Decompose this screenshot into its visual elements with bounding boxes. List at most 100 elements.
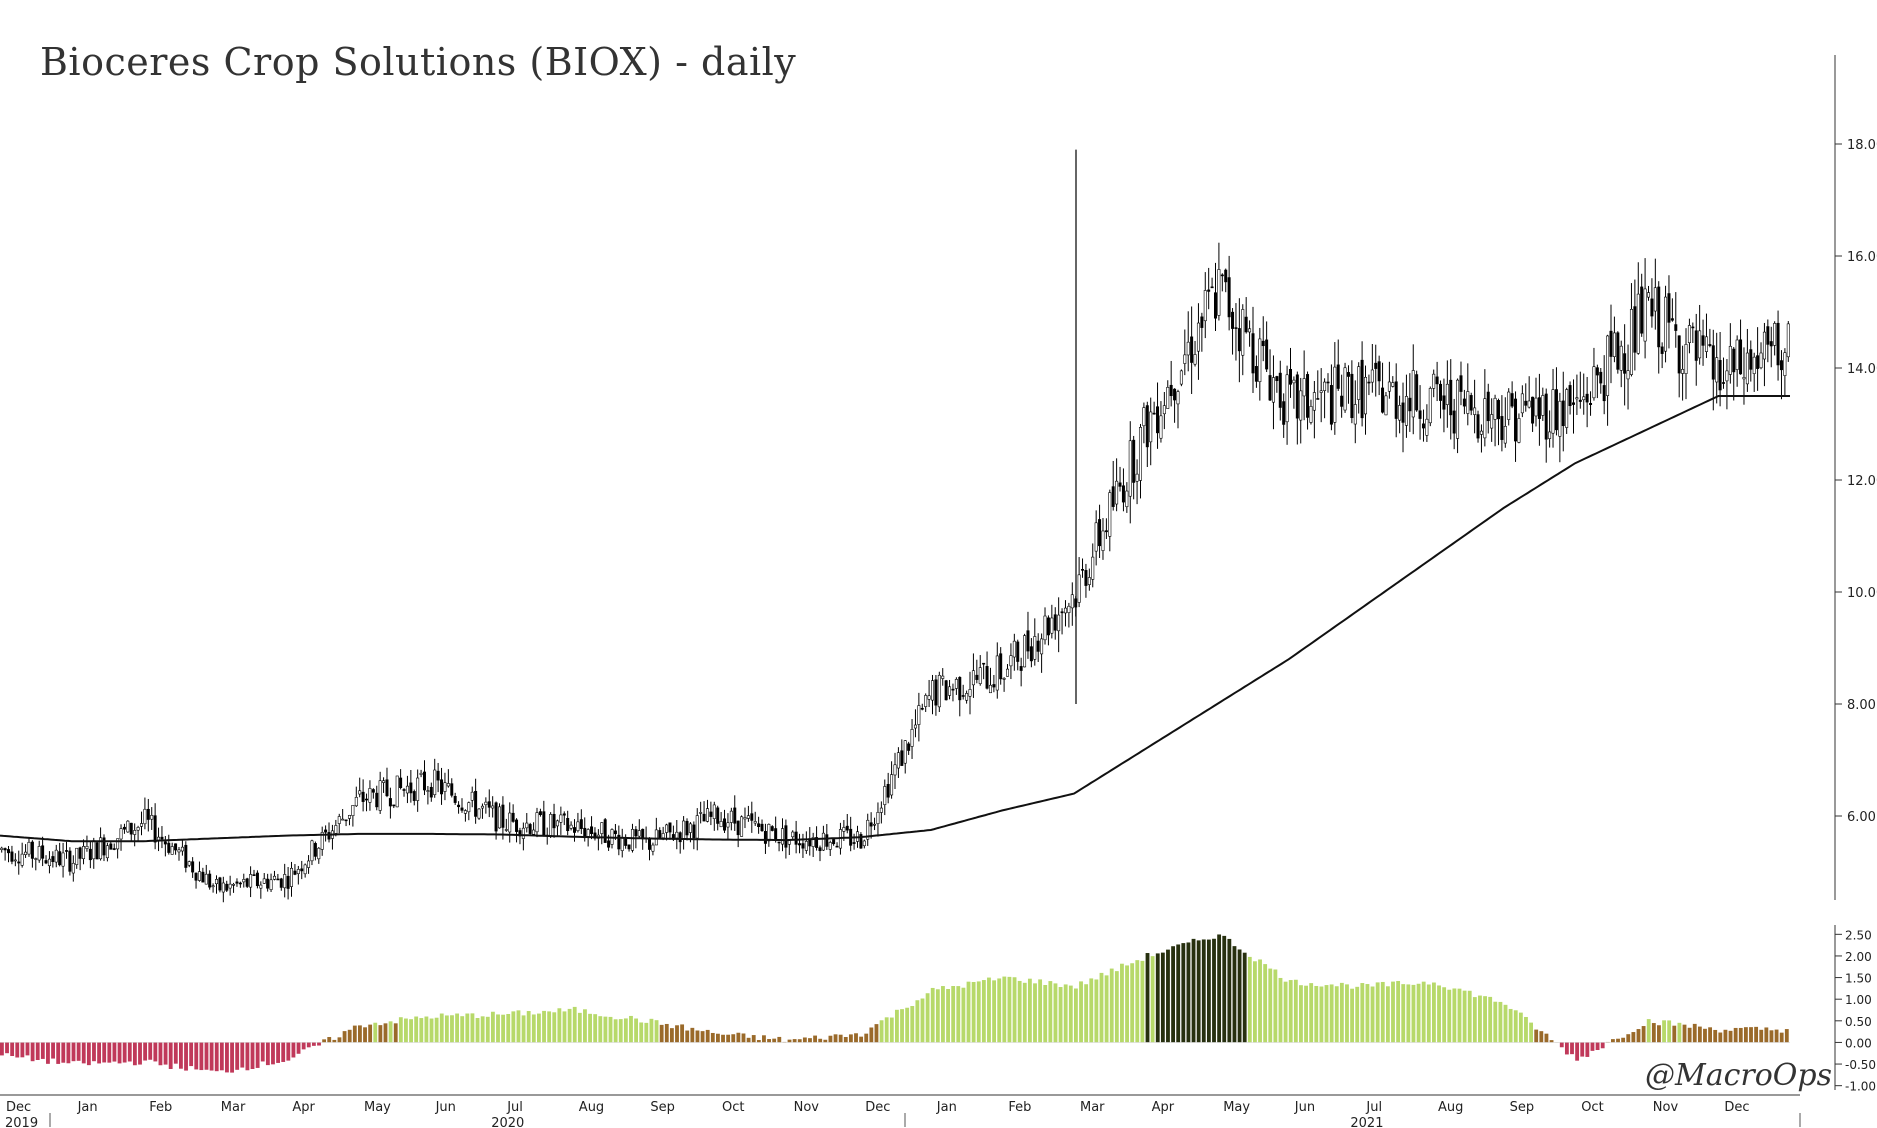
- candle-body: [105, 845, 109, 859]
- osc-bar: [1058, 987, 1063, 1043]
- x-tick-label: Dec: [865, 1100, 890, 1115]
- candle-body: [593, 832, 597, 839]
- candle-body: [177, 849, 181, 853]
- osc-bar: [537, 1013, 541, 1043]
- candle-body: [262, 878, 266, 884]
- osc-bar: [1764, 1027, 1769, 1043]
- osc-tick-label: 1.00: [1845, 993, 1872, 1007]
- candle-body: [1237, 328, 1241, 352]
- candle-body: [1265, 339, 1269, 370]
- candle-body: [1732, 348, 1736, 373]
- candle-body: [122, 826, 126, 830]
- osc-bar: [71, 1042, 76, 1062]
- candle-body: [1162, 405, 1166, 415]
- x-tick-label: Sep: [650, 1100, 675, 1115]
- osc-bar: [311, 1042, 316, 1046]
- candle-body: [501, 804, 505, 828]
- osc-bar: [1125, 965, 1129, 1043]
- candle-body: [129, 822, 133, 835]
- osc-bar: [0, 1042, 4, 1056]
- osc-bar: [521, 1015, 526, 1043]
- candle-body: [1046, 617, 1050, 636]
- osc-bar: [1493, 1001, 1498, 1043]
- osc-bar: [199, 1042, 204, 1071]
- candle-body: [866, 819, 870, 840]
- osc-bar: [1222, 935, 1227, 1043]
- candle-body: [1077, 574, 1081, 603]
- osc-bar: [271, 1042, 275, 1065]
- candle-body: [890, 774, 894, 796]
- osc-bar: [1677, 1022, 1682, 1043]
- candle-body: [555, 820, 559, 827]
- x-tick-label: Dec: [1724, 1100, 1749, 1115]
- osc-bar: [1196, 940, 1201, 1043]
- candle-body: [494, 802, 498, 832]
- candle-body: [1200, 316, 1204, 328]
- osc-bar: [971, 981, 976, 1043]
- candle-body: [126, 820, 130, 833]
- osc-bar: [859, 1036, 864, 1043]
- osc-bar: [1355, 986, 1360, 1043]
- candle-body: [416, 777, 420, 801]
- osc-bar: [1713, 1029, 1718, 1043]
- candle-body: [1411, 370, 1415, 418]
- osc-bar: [1651, 1023, 1656, 1043]
- candle-body: [1677, 335, 1681, 374]
- candle-body: [1572, 402, 1575, 405]
- osc-bar: [1171, 946, 1176, 1043]
- candle-body: [1520, 393, 1524, 414]
- candle-body: [883, 786, 887, 805]
- osc-bar: [1626, 1034, 1631, 1043]
- x-tick-label: Sep: [1510, 1100, 1535, 1115]
- osc-bar: [1636, 1029, 1641, 1043]
- osc-bar: [864, 1033, 869, 1043]
- osc-bar: [833, 1034, 838, 1043]
- watermark: @MacroOps: [1645, 1058, 1833, 1093]
- x-tick-label: Jul: [1365, 1100, 1382, 1115]
- osc-bar: [1074, 988, 1078, 1043]
- x-tick-label: Feb: [149, 1100, 172, 1115]
- candle-body: [1364, 376, 1368, 415]
- candle-body: [1578, 399, 1582, 402]
- osc-bar: [879, 1020, 884, 1043]
- osc-bar: [1104, 975, 1109, 1043]
- osc-bar: [373, 1022, 378, 1043]
- osc-bar: [777, 1036, 782, 1043]
- candle-body: [573, 827, 576, 833]
- osc-bar: [378, 1025, 383, 1043]
- osc-tick-label: -1.00: [1845, 1080, 1876, 1094]
- osc-bar: [143, 1042, 148, 1061]
- candle-body: [440, 779, 444, 795]
- candle-body: [1084, 570, 1088, 586]
- osc-bar: [997, 978, 1002, 1043]
- candle-body: [13, 859, 17, 862]
- candle-body: [1316, 398, 1320, 400]
- osc-bar: [1728, 1030, 1733, 1043]
- osc-bar: [618, 1019, 623, 1043]
- candle-body: [651, 844, 655, 852]
- candle-body: [528, 824, 532, 834]
- candle-body: [1391, 382, 1395, 387]
- candle-body: [1534, 397, 1538, 417]
- candle-body: [1486, 391, 1490, 422]
- osc-bar: [1759, 1029, 1764, 1043]
- candle-body: [1459, 375, 1463, 392]
- candle-body: [1503, 426, 1507, 444]
- candle-body: [1527, 400, 1531, 408]
- candle-body: [474, 790, 478, 817]
- candle-body: [1640, 286, 1644, 334]
- candle-body: [37, 846, 41, 861]
- candle-body: [1752, 356, 1756, 374]
- osc-bar: [792, 1039, 797, 1043]
- candle-body: [276, 878, 280, 881]
- candle-body: [1428, 388, 1432, 424]
- candle-body: [1449, 379, 1453, 416]
- candle-body: [1360, 359, 1364, 419]
- candle-body: [491, 805, 495, 809]
- candle-body: [777, 841, 781, 844]
- osc-bar: [485, 1016, 490, 1043]
- candle-body: [208, 873, 212, 888]
- candle-body: [873, 823, 877, 826]
- osc-bar: [138, 1042, 142, 1065]
- osc-bar: [250, 1042, 255, 1069]
